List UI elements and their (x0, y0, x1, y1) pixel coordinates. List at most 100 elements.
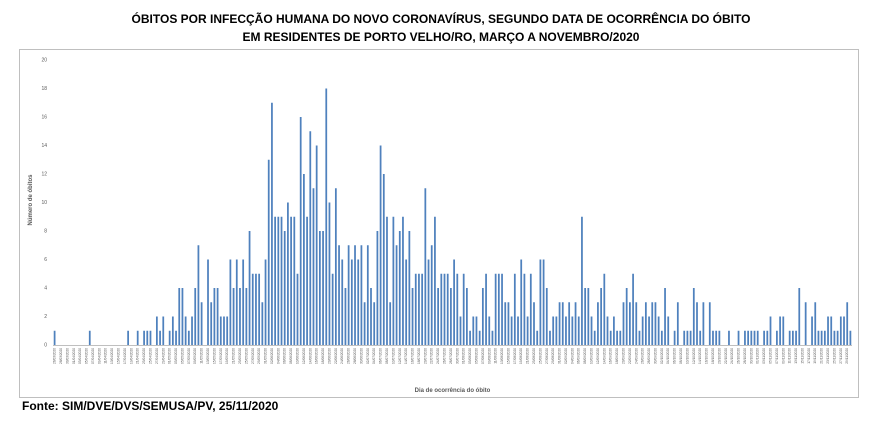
x-tick-label: 10/07/2020 (391, 348, 395, 364)
bar (692, 288, 695, 345)
bar (232, 288, 235, 345)
bar (561, 302, 564, 345)
x-tick-label: 20/06/2020 (327, 348, 331, 364)
x-axis-ticks: 26/03/2020 28/03/2020 30/03/2020 01/04/2020… (53, 348, 850, 364)
bar (334, 188, 337, 345)
bar (440, 273, 443, 345)
bar (542, 259, 545, 345)
bar (373, 302, 376, 345)
bar (686, 330, 689, 345)
bar (606, 316, 609, 345)
bar (296, 273, 299, 345)
bar (184, 316, 187, 345)
bar (443, 273, 446, 345)
bar (603, 273, 606, 345)
bar (549, 330, 551, 345)
x-tick-label: 23/04/2020 (142, 348, 146, 364)
x-tick-label: 30/06/2020 (359, 348, 363, 364)
x-tick-label: 24/07/2020 (436, 348, 440, 364)
x-tick-label: 28/03/2020 (59, 348, 63, 364)
bar (175, 330, 177, 345)
bar (811, 316, 813, 345)
x-tick-label: 07/08/2020 (481, 348, 485, 364)
bar (593, 330, 596, 345)
y-tick-label: 6 (44, 257, 47, 263)
bar (817, 330, 820, 345)
bar (341, 259, 344, 345)
chart-frame: 0 2 4 6 8 10 12 14 16 18 20 26/03/2020 28/03/2020 30… (19, 49, 859, 398)
bar (200, 302, 203, 345)
bar (450, 288, 452, 345)
bar (251, 273, 254, 345)
x-tick-label: 07/05/2020 (187, 348, 191, 364)
bar (366, 245, 369, 345)
x-tick-label: 07/04/2020 (91, 348, 95, 364)
x-tick-label: 19/04/2020 (129, 348, 133, 364)
bar (155, 316, 158, 345)
bar (274, 216, 276, 345)
bar (558, 302, 561, 345)
x-tick-label: 03/04/2020 (78, 348, 82, 364)
bar (491, 330, 494, 345)
bar (814, 302, 817, 345)
x-tick-label: 25/05/2020 (244, 348, 248, 364)
x-tick-label: 11/11/2020 (788, 348, 792, 364)
x-tick-label: 04/07/2020 (372, 348, 376, 364)
bar (708, 302, 711, 345)
bar (644, 302, 647, 345)
x-tick-label: 28/07/2020 (449, 348, 453, 364)
x-tick-label: 08/09/2020 (583, 348, 587, 364)
bar (641, 316, 644, 345)
bar (248, 231, 251, 345)
x-tick-label: 14/09/2020 (602, 348, 606, 364)
x-tick-label: 24/09/2020 (634, 348, 638, 364)
bar (565, 316, 567, 345)
bar (370, 288, 372, 345)
x-tick-label: 14/07/2020 (404, 348, 408, 364)
bar (747, 330, 750, 345)
bar (766, 330, 769, 345)
bar (376, 231, 379, 345)
bar (363, 302, 366, 345)
x-tick-label: 13/05/2020 (206, 348, 210, 364)
x-tick-label: 06/10/2020 (673, 348, 677, 364)
bar (280, 216, 283, 345)
bar (571, 316, 574, 345)
bar (149, 330, 152, 345)
bar (836, 330, 839, 345)
bar (347, 245, 350, 345)
bar (424, 188, 427, 345)
bar (187, 330, 190, 345)
x-tick-label: 07/11/2020 (775, 348, 779, 364)
bar (290, 216, 292, 345)
x-tick-label: 01/04/2020 (72, 348, 76, 364)
x-tick-label: 25/08/2020 (538, 348, 542, 364)
x-tick-label: 22/06/2020 (334, 348, 338, 364)
bar (389, 302, 392, 345)
x-tick-label: 22/10/2020 (724, 348, 728, 364)
bar (245, 288, 248, 345)
bar (328, 202, 331, 345)
bar (635, 302, 638, 345)
bar (485, 273, 487, 345)
bar (488, 316, 491, 345)
bar (271, 102, 273, 345)
chart-subtitle: EM RESIDENTES DE PORTO VELHO/RO, MARÇO A… (242, 30, 640, 44)
bar (462, 273, 465, 345)
bar (53, 330, 56, 345)
x-tick-label: 26/10/2020 (737, 348, 741, 364)
x-tick-label: 29/08/2020 (551, 348, 555, 364)
y-axis-label: Número de óbitos (28, 174, 34, 226)
x-tick-label: 17/08/2020 (513, 348, 517, 364)
x-tick-label: 02/10/2020 (660, 348, 664, 364)
x-tick-label: 21/08/2020 (526, 348, 530, 364)
y-axis-ticks: 0 2 4 6 8 10 12 14 16 18 20 (41, 58, 47, 349)
bar (804, 302, 807, 345)
bar (552, 316, 555, 345)
bar (197, 245, 200, 345)
bar (744, 330, 746, 345)
bar (210, 302, 213, 345)
bar (613, 316, 615, 345)
x-tick-label: 26/03/2020 (53, 348, 57, 364)
bar (146, 330, 149, 345)
